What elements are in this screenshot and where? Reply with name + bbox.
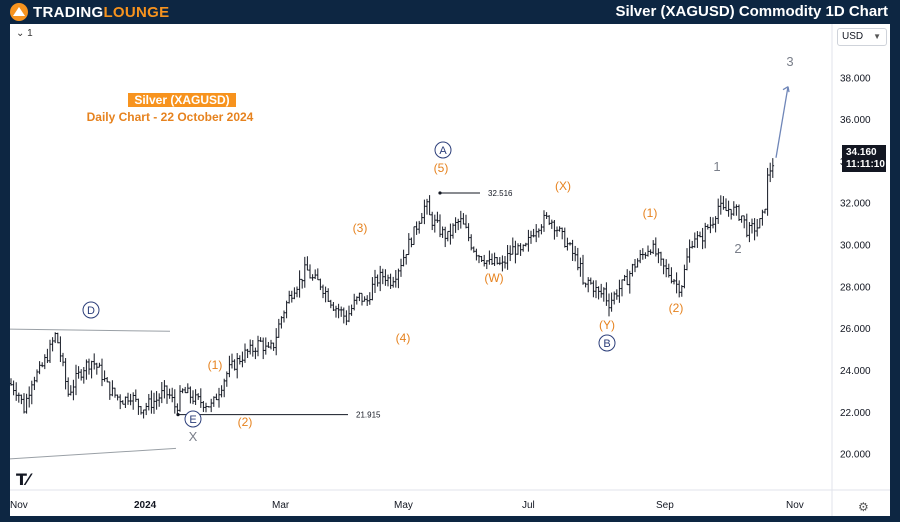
bar-countdown: 11:11:10 bbox=[846, 159, 885, 170]
x-tick-label: Jul bbox=[522, 500, 535, 511]
page-title: Silver (XAGUSD) Commodity 1D Chart bbox=[615, 3, 888, 20]
y-tick-label: 26.000 bbox=[840, 324, 871, 335]
interval-chip[interactable]: ⌄ 1 bbox=[16, 28, 33, 39]
y-tick-label: 20.000 bbox=[840, 450, 871, 461]
upper-trendline bbox=[10, 328, 171, 332]
wave-label-minor: 2 bbox=[734, 241, 741, 256]
price-line-dot bbox=[438, 191, 442, 195]
price-line-dot bbox=[176, 412, 180, 417]
wave-label-intermediate: (4) bbox=[396, 331, 411, 345]
tradingview-logo-icon[interactable]: T⁄ bbox=[16, 470, 30, 489]
wave-label-major: D bbox=[87, 305, 95, 317]
wave-label-circle bbox=[598, 334, 616, 352]
chart-title-box bbox=[128, 93, 236, 107]
wave-label-intermediate: (2) bbox=[238, 415, 253, 429]
wave-label-minor: 1 bbox=[713, 159, 720, 174]
logo-text: TRADINGLOUNGE bbox=[33, 3, 170, 21]
x-tick-label: Nov bbox=[10, 500, 28, 511]
last-price: 34.160 bbox=[846, 147, 877, 158]
gear-icon[interactable]: ⚙ bbox=[858, 500, 869, 514]
x-tick-label: 2024 bbox=[134, 500, 157, 511]
price-line-label: 21.915 bbox=[356, 411, 381, 420]
wave-label-intermediate: (5) bbox=[434, 161, 449, 175]
wave-label-intermediate: (W) bbox=[484, 271, 503, 285]
y-tick-label: 36.000 bbox=[840, 115, 871, 126]
y-tick-label: 22.000 bbox=[840, 408, 871, 419]
wave-label-minor: X bbox=[189, 429, 198, 444]
logo-icon bbox=[10, 3, 28, 21]
wave-label-major: E bbox=[189, 414, 196, 426]
wave-label-intermediate: (Y) bbox=[599, 318, 615, 332]
lower-trendline bbox=[10, 447, 177, 460]
chevron-down-icon: ⌄ bbox=[16, 28, 25, 39]
wave-label-intermediate: (1) bbox=[208, 358, 223, 372]
wave-label-major: A bbox=[439, 145, 447, 157]
wave-label-major: B bbox=[603, 338, 610, 350]
wave-label-intermediate: (1) bbox=[643, 206, 658, 220]
chart-subtitle: Daily Chart - 22 October 2024 bbox=[87, 110, 254, 124]
wave-label-intermediate: (3) bbox=[353, 221, 368, 235]
y-tick-label: 32.000 bbox=[840, 199, 871, 210]
wave-label-intermediate: (X) bbox=[555, 179, 571, 193]
wave-label-intermediate: (2) bbox=[669, 301, 684, 315]
header-bar: TRADINGLOUNGE Silver (XAGUSD) Commodity … bbox=[0, 0, 900, 24]
wave-label-circle bbox=[184, 410, 202, 428]
x-tick-label: May bbox=[394, 500, 413, 511]
x-tick-label: Mar bbox=[272, 500, 290, 511]
wave-label-circle bbox=[82, 301, 100, 319]
x-tick-label: Sep bbox=[656, 500, 674, 511]
chevron-down-icon: ▼ bbox=[873, 32, 881, 41]
price-chart[interactable]: 38.00036.00034.00032.00030.00028.00026.0… bbox=[10, 24, 890, 516]
tradinglounge-logo: TRADINGLOUNGE bbox=[10, 2, 169, 22]
projection-arrow-head bbox=[782, 86, 790, 93]
y-tick-label: 38.000 bbox=[840, 73, 871, 84]
projection-arrow bbox=[775, 86, 789, 158]
price-line-label: 32.516 bbox=[488, 189, 513, 198]
y-tick-label: 24.000 bbox=[840, 366, 871, 377]
chart-panel[interactable]: ⌄ 1 USD▼ 38.00036.00034.00032.00030.0002… bbox=[10, 24, 890, 516]
y-tick-label: 28.000 bbox=[840, 282, 871, 293]
currency-selector[interactable]: USD ▼ bbox=[837, 28, 887, 46]
x-tick-label: Nov bbox=[786, 500, 804, 511]
y-tick-label: 30.000 bbox=[840, 241, 871, 252]
chart-title: Silver (XAGUSD) bbox=[134, 93, 229, 107]
wave-label-minor: 3 bbox=[786, 54, 793, 69]
wave-label-circle bbox=[434, 141, 452, 159]
last-price-tag: 34.160 11:11:10 bbox=[842, 145, 886, 172]
